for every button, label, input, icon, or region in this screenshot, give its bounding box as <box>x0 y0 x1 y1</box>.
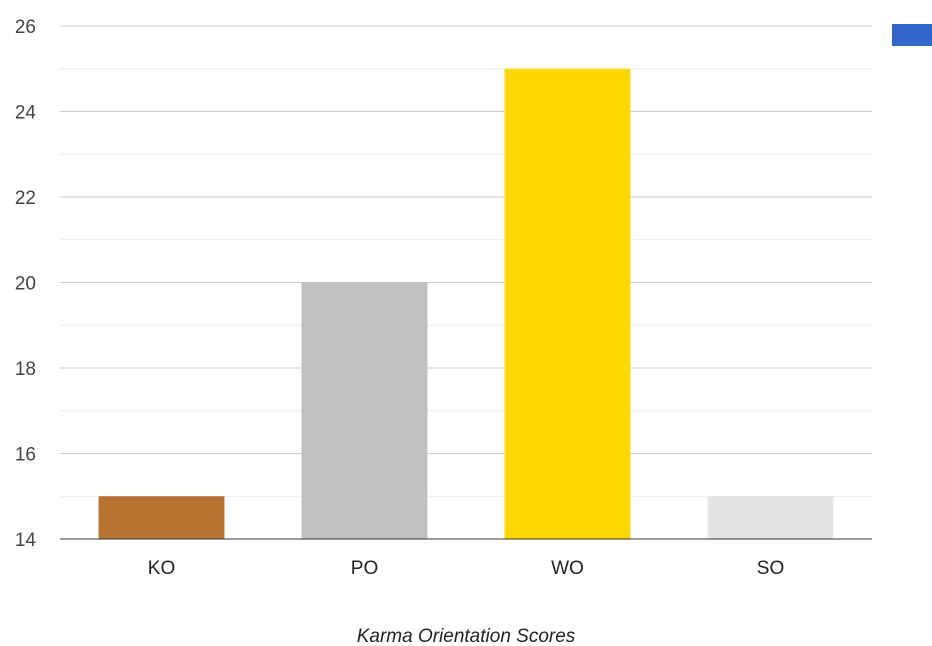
y-tick-label: 26 <box>15 17 36 38</box>
bar-ko[interactable] <box>98 496 225 539</box>
x-tick-label: WO <box>551 558 584 579</box>
bar-so[interactable] <box>707 496 834 539</box>
y-tick-label: 24 <box>15 103 37 124</box>
y-tick-label: 22 <box>15 188 36 209</box>
x-tick-label: SO <box>757 558 784 579</box>
bar-wo[interactable] <box>504 68 631 539</box>
y-tick-label: 16 <box>15 445 36 466</box>
x-tick-label: KO <box>148 558 175 579</box>
x-axis-ticks: KO PO WO SO <box>148 558 784 579</box>
gridlines <box>60 25 872 497</box>
y-tick-label: 20 <box>15 274 36 295</box>
x-axis-title: Karma Orientation Scores <box>357 626 576 646</box>
bars <box>98 68 834 540</box>
x-tick-label: PO <box>351 558 378 579</box>
legend-swatch[interactable] <box>892 24 932 46</box>
y-tick-label: 18 <box>15 359 36 380</box>
y-tick-label: 14 <box>15 530 37 551</box>
y-axis-ticks: 14 16 18 20 22 24 26 <box>15 17 37 551</box>
bar-po[interactable] <box>301 282 428 540</box>
